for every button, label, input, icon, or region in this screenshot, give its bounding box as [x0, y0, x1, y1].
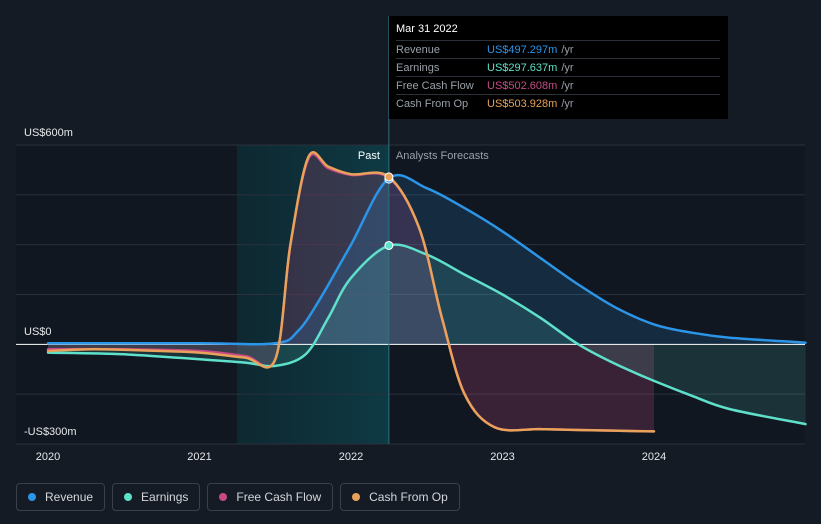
tooltip-label: Free Cash Flow	[396, 79, 474, 92]
legend-item-free-cash-flow[interactable]: Free Cash Flow	[207, 483, 334, 511]
x-axis-label: 2023	[490, 451, 515, 463]
tooltip-value: US$297.637m	[487, 61, 558, 74]
tooltip-unit: /yr	[561, 61, 574, 74]
area-revenue	[48, 175, 806, 345]
tooltip-unit: /yr	[561, 97, 574, 110]
series-line-revenue	[46, 173, 807, 346]
legend-item-earnings[interactable]: Earnings	[112, 483, 201, 511]
tooltip-date: Mar 31 2022	[396, 23, 458, 35]
forecast-label: Analysts Forecasts	[395, 150, 489, 162]
legend-dot-icon	[28, 493, 36, 501]
tooltip: Mar 31 2022 Revenue US$497.297m/yr Earning…	[389, 16, 728, 119]
tooltip-unit: /yr	[561, 79, 574, 92]
area-free-cash-flow	[48, 154, 654, 432]
y-axis-label: US$0	[24, 326, 52, 339]
legend: Revenue Earnings Free Cash Flow Cash From O…	[16, 483, 460, 511]
x-axis-label: 2020	[35, 451, 61, 463]
y-axis-label: US$600m	[24, 127, 73, 139]
series-line-cash-from-op	[46, 151, 656, 433]
tooltip-value: US$497.297m	[487, 43, 558, 56]
tooltip-row: Earnings US$297.637m/yr	[396, 58, 720, 76]
hover-point-cash-from-op	[384, 172, 394, 182]
y-axis-label: -US$300m	[24, 426, 77, 438]
legend-dot-icon	[124, 493, 133, 501]
past-label: Past	[357, 150, 380, 162]
tooltip-label: Revenue	[396, 43, 441, 56]
tooltip-unit: /yr	[561, 43, 574, 56]
legend-dot-icon	[219, 493, 228, 501]
legend-label: Earnings	[141, 490, 189, 504]
x-axis-label: 2021	[187, 451, 212, 463]
x-axis-label: 2024	[641, 451, 667, 463]
tooltip-label: Earnings	[396, 61, 440, 74]
tooltip-value: US$503.928m	[487, 97, 558, 110]
x-axis-label: 2022	[338, 451, 364, 463]
hover-point-earnings	[384, 240, 394, 250]
legend-label: Revenue	[45, 490, 94, 504]
legend-label: Cash From Op	[369, 490, 448, 504]
tooltip-row: Free Cash Flow US$502.608m/yr	[396, 76, 720, 94]
tooltip-row: Revenue US$497.297m/yr	[396, 40, 720, 58]
legend-item-revenue[interactable]: Revenue	[16, 483, 106, 511]
tooltip-label: Cash From Op	[396, 97, 469, 110]
area-earnings	[48, 244, 806, 425]
tooltip-row: Cash From Op US$503.928m/yr	[396, 94, 720, 112]
tooltip-value: US$502.608m	[487, 79, 558, 92]
legend-label: Free Cash Flow	[236, 490, 322, 504]
legend-item-cash-from-op[interactable]: Cash From Op	[340, 483, 460, 511]
legend-dot-icon	[352, 493, 361, 501]
